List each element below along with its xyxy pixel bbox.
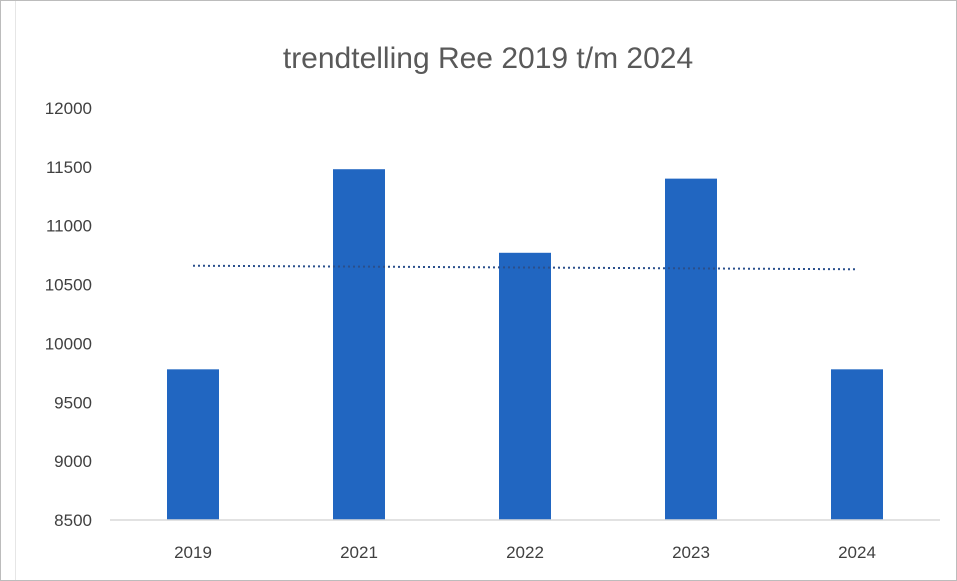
y-tick-label: 10500 bbox=[45, 276, 92, 295]
bar bbox=[665, 178, 717, 520]
trendline-layer bbox=[192, 264, 858, 271]
x-tick-label: 2019 bbox=[174, 543, 212, 562]
y-tick-label: 9000 bbox=[54, 452, 92, 471]
y-tick-label: 10000 bbox=[45, 334, 92, 353]
y-tick-label: 9500 bbox=[54, 393, 92, 412]
bar bbox=[333, 169, 385, 520]
x-tick-label: 2024 bbox=[838, 543, 876, 562]
bar bbox=[831, 369, 883, 520]
x-tick-label: 2022 bbox=[506, 543, 544, 562]
y-axis: 8500 9000 9500 10000 10500 11000 11500 12000 bbox=[45, 99, 92, 530]
x-axis: 2019 2021 2022 2023 2024 bbox=[174, 543, 876, 562]
bar bbox=[167, 369, 219, 520]
y-tick-label: 12000 bbox=[45, 99, 92, 118]
bar-series bbox=[167, 169, 883, 520]
x-tick-label: 2021 bbox=[340, 543, 378, 562]
trendline bbox=[192, 264, 858, 271]
y-tick-label: 11000 bbox=[46, 217, 92, 236]
bar bbox=[499, 252, 551, 520]
y-tick-label: 8500 bbox=[54, 511, 92, 530]
y-tick-label: 11500 bbox=[46, 158, 92, 177]
x-tick-label: 2023 bbox=[672, 543, 710, 562]
chart-title: trendtelling Ree 2019 t/m 2024 bbox=[283, 42, 693, 75]
